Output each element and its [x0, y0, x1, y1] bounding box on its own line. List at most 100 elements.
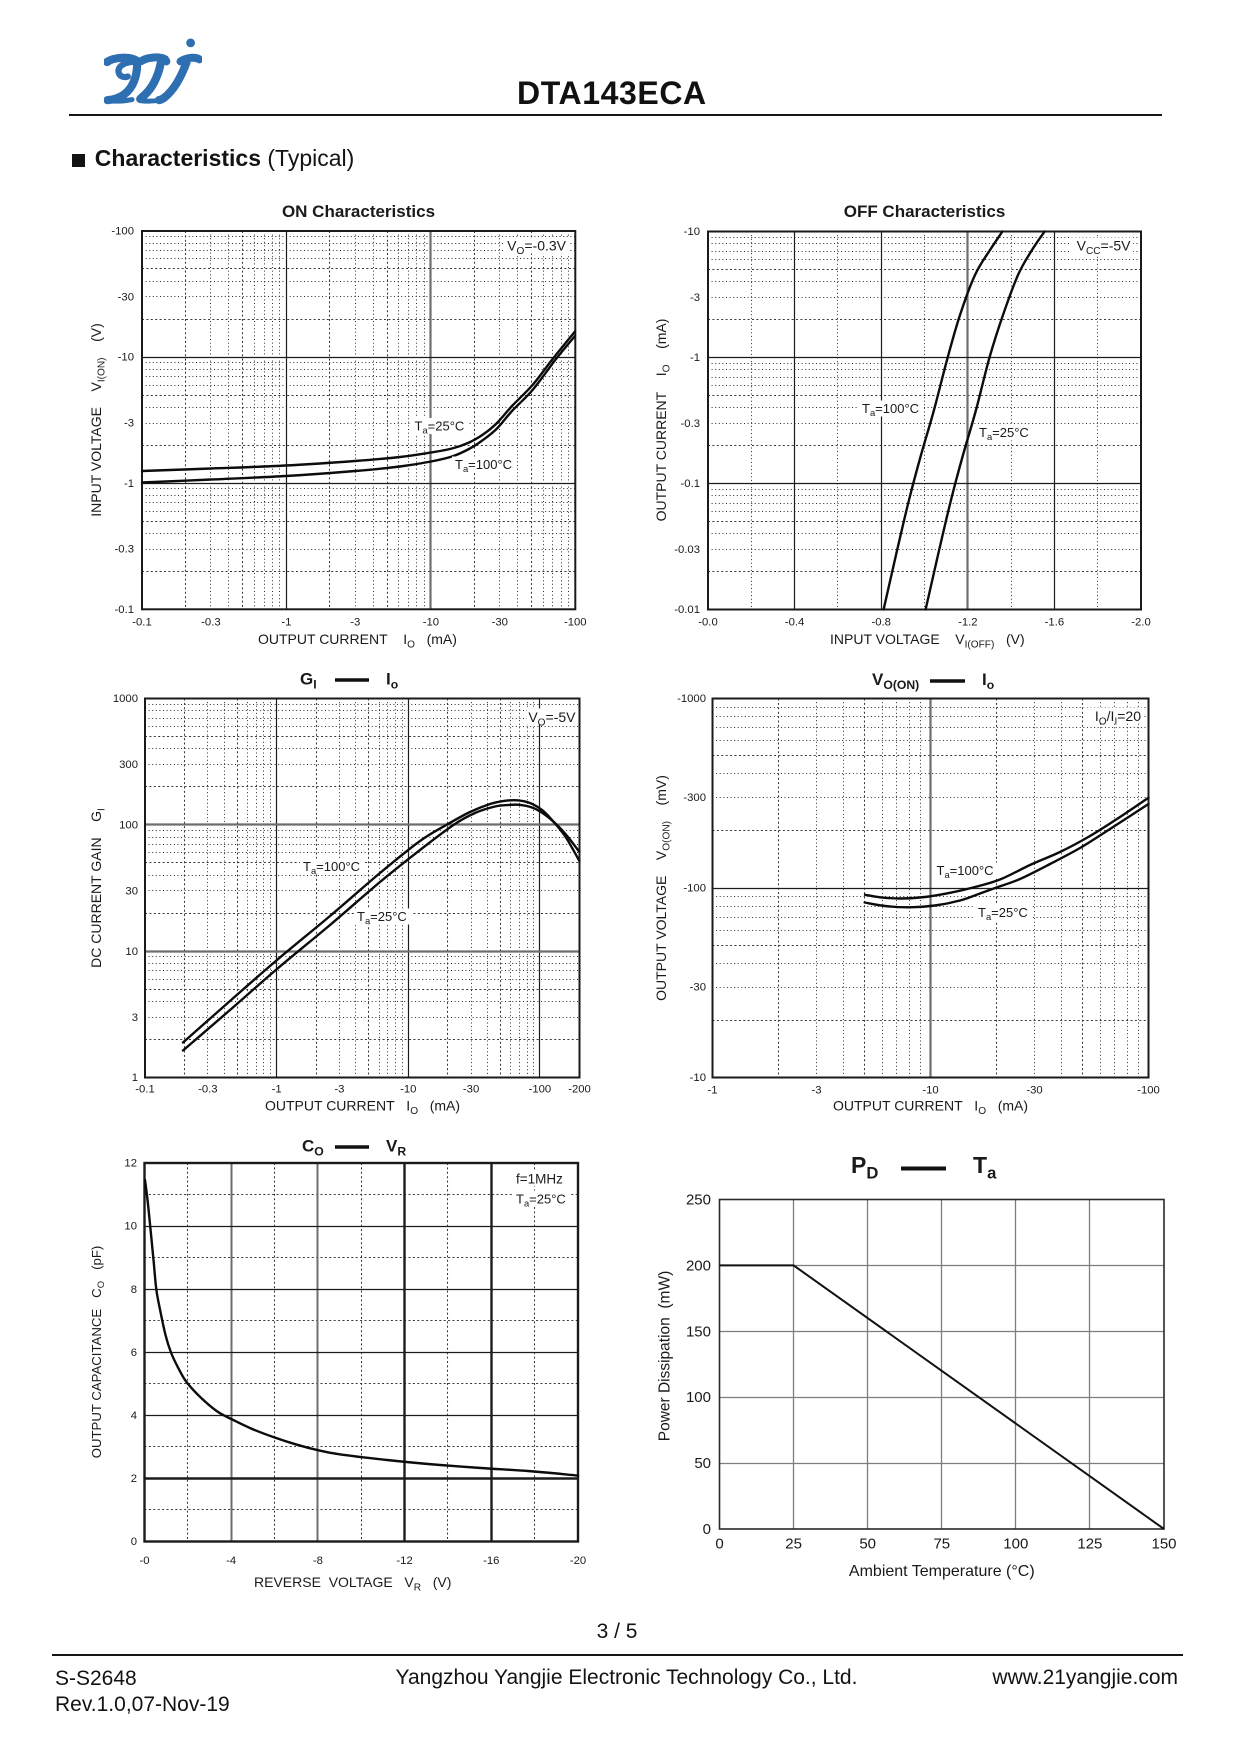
svg-text:-300: -300: [683, 792, 706, 804]
svg-text:ON Characteristics: ON Characteristics: [282, 202, 435, 221]
svg-text:Io​: Io​: [982, 670, 994, 692]
svg-text:OUTPUT CURRENT IO​ (mA): OUTPUT CURRENT IO​ (mA): [653, 319, 672, 522]
svg-text:-0.01: -0.01: [674, 604, 700, 616]
svg-text:-10: -10: [118, 352, 134, 364]
svg-text:-0.3: -0.3: [201, 617, 220, 629]
svg-text:GI​: GI​: [300, 670, 317, 692]
svg-text:-2.0: -2.0: [1131, 617, 1150, 629]
svg-text:Ta​=25°C: Ta​=25°C: [979, 425, 1029, 442]
svg-text:INPUT VOLTAGE VI(OFF)​ (V: INPUT VOLTAGE VI(OFF)​ (V): [830, 631, 1025, 650]
svg-text:0: 0: [131, 1536, 137, 1548]
svg-text:-0.3: -0.3: [198, 1084, 217, 1096]
svg-text:-3: -3: [690, 292, 700, 304]
svg-text:-100: -100: [683, 883, 706, 895]
svg-text:VO(ON)​: VO(ON)​: [872, 670, 919, 692]
svg-text:Ta​=25°C: Ta​=25°C: [978, 905, 1028, 922]
svg-text:125: 125: [1077, 1536, 1102, 1553]
svg-text:0: 0: [715, 1536, 723, 1553]
svg-text:OUTPUT CURRENT IO​ (mA): OUTPUT CURRENT IO​ (mA): [258, 631, 457, 650]
svg-text:-100: -100: [529, 1084, 552, 1096]
svg-text:VO​=-0.3V: VO​=-0.3V: [507, 238, 567, 257]
svg-text:25: 25: [785, 1536, 802, 1553]
svg-text:-10: -10: [684, 226, 700, 238]
svg-text:Io​: Io​: [386, 670, 398, 692]
svg-text:-3: -3: [124, 418, 134, 430]
svg-text:2: 2: [131, 1473, 137, 1485]
svg-text:OUTPUT CURRENT IO​ (mA): OUTPUT CURRENT IO​ (mA): [265, 1098, 460, 1117]
svg-text:-30: -30: [1026, 1085, 1042, 1097]
svg-text:1: 1: [132, 1072, 138, 1084]
svg-text:50: 50: [859, 1536, 876, 1553]
svg-text:8: 8: [131, 1284, 137, 1296]
svg-text:Ambient Temperature (°C): Ambient Temperature (°C): [849, 1563, 1035, 1580]
svg-text:Ta​=100°C: Ta​=100°C: [862, 401, 919, 418]
svg-text:-10: -10: [922, 1085, 938, 1097]
svg-text:-30: -30: [118, 292, 134, 304]
svg-text:Ta​=25°C: Ta​=25°C: [415, 418, 465, 435]
svg-text:VCC​=-5V: VCC​=-5V: [1077, 238, 1132, 257]
svg-text:6: 6: [131, 1347, 137, 1359]
svg-text:-0.3: -0.3: [681, 418, 700, 430]
svg-text:INPUT VOLTAGE VI(ON)​ (V: INPUT VOLTAGE VI(ON)​ (V): [88, 323, 107, 517]
svg-text:-0.03: -0.03: [674, 544, 700, 556]
svg-text:-1: -1: [281, 617, 291, 629]
svg-text:-1.2: -1.2: [958, 617, 977, 629]
svg-text:OFF Characteristics: OFF Characteristics: [844, 202, 1006, 221]
svg-text:-0.8: -0.8: [871, 617, 890, 629]
svg-text:100: 100: [686, 1389, 711, 1406]
svg-text:Ta​=100°C: Ta​=100°C: [303, 859, 360, 876]
svg-text:OUTPUT CAPACITANCE CO​ (pF: OUTPUT CAPACITANCE CO​ (pF): [89, 1246, 107, 1459]
svg-text:PD​: PD​: [851, 1152, 878, 1183]
svg-text:-30: -30: [492, 617, 508, 629]
svg-text:1000: 1000: [113, 693, 138, 705]
svg-text:-1: -1: [690, 352, 700, 364]
svg-text:-200: -200: [568, 1084, 591, 1096]
svg-text:300: 300: [119, 759, 138, 771]
svg-text:100: 100: [119, 819, 138, 831]
svg-text:-0.1: -0.1: [681, 478, 700, 490]
svg-text:-0.1: -0.1: [135, 1084, 154, 1096]
svg-text:-3: -3: [350, 617, 360, 629]
svg-text:Ta​=100°C: Ta​=100°C: [455, 457, 512, 474]
svg-text:Ta​: Ta​: [973, 1152, 997, 1183]
svg-text:Ta​=25°C: Ta​=25°C: [357, 909, 407, 926]
svg-text:OUTPUT VOLTAGE VO(ON)​ (: OUTPUT VOLTAGE VO(ON)​ (mV): [653, 775, 672, 1001]
svg-text:-10: -10: [690, 1072, 706, 1084]
svg-text:-4: -4: [226, 1555, 236, 1567]
svg-text:VO​=-5V: VO​=-5V: [528, 709, 576, 728]
svg-text:4: 4: [131, 1410, 137, 1422]
svg-text:-100: -100: [564, 617, 587, 629]
svg-text:-1.6: -1.6: [1045, 617, 1064, 629]
svg-text:30: 30: [125, 886, 138, 898]
svg-text:DC CURRENT GAIN GI​: DC CURRENT GAIN GI​: [88, 808, 107, 968]
svg-text:250: 250: [686, 1192, 711, 1209]
svg-text:-10: -10: [400, 1084, 416, 1096]
svg-text:0: 0: [703, 1521, 711, 1538]
svg-text:-16: -16: [483, 1555, 499, 1567]
svg-text:10: 10: [125, 946, 138, 958]
svg-text:75: 75: [933, 1536, 950, 1553]
svg-text:-8: -8: [313, 1555, 323, 1567]
svg-text:Ta​=25°C: Ta​=25°C: [516, 1192, 566, 1209]
svg-text:200: 200: [686, 1257, 711, 1274]
svg-text:-12: -12: [396, 1555, 412, 1567]
svg-text:150: 150: [1151, 1536, 1176, 1553]
svg-text:-1: -1: [124, 478, 134, 490]
svg-text:150: 150: [686, 1323, 711, 1340]
svg-text:-0.1: -0.1: [115, 604, 134, 616]
svg-text:-30: -30: [463, 1084, 479, 1096]
svg-text:-0.0: -0.0: [698, 617, 717, 629]
svg-text:-0.1: -0.1: [132, 617, 151, 629]
svg-text:Power Dissipation (mW): Power Dissipation (mW): [656, 1271, 673, 1442]
svg-text:-3: -3: [811, 1085, 821, 1097]
svg-text:-30: -30: [690, 982, 706, 994]
svg-text:-100: -100: [111, 226, 134, 238]
svg-text:100: 100: [1003, 1536, 1028, 1553]
svg-text:-3: -3: [334, 1084, 344, 1096]
svg-text:OUTPUT CURRENT IO​ (mA): OUTPUT CURRENT IO​ (mA): [833, 1098, 1028, 1117]
svg-text:-100: -100: [1137, 1085, 1160, 1097]
svg-text:-0: -0: [139, 1555, 149, 1567]
svg-text:CO​: CO​: [302, 1137, 324, 1159]
svg-text:10: 10: [124, 1221, 137, 1233]
svg-text:-10: -10: [423, 617, 439, 629]
